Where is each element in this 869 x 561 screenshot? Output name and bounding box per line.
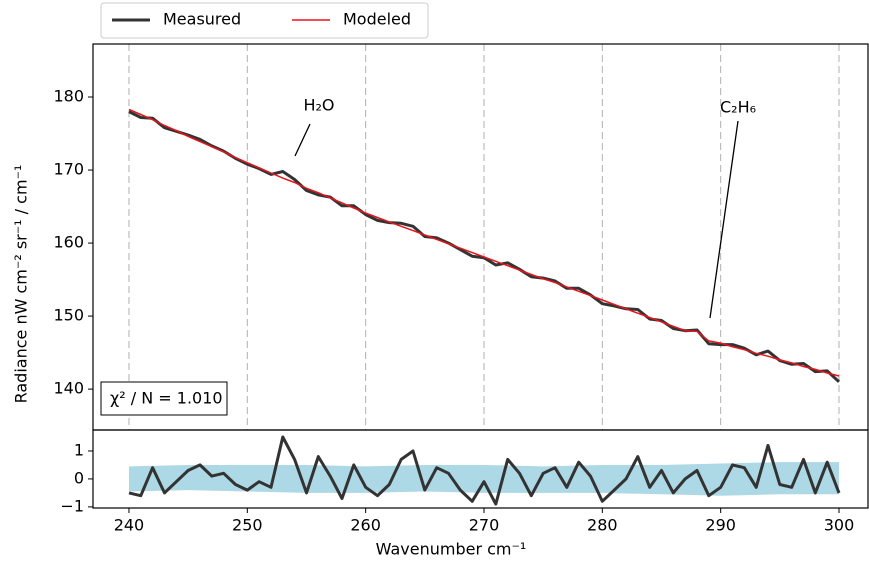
annotation-line bbox=[709, 120, 739, 319]
y-tick-label: 150 bbox=[53, 306, 84, 325]
x-tick-label: 280 bbox=[587, 516, 618, 535]
legend-label: Measured bbox=[163, 10, 241, 29]
y-tick-label: 0 bbox=[74, 468, 84, 487]
x-tick-label: 240 bbox=[114, 516, 145, 535]
data-line bbox=[128, 435, 841, 506]
y-tick-label: 170 bbox=[53, 160, 84, 179]
fit-label: χ² / N = 1.010 bbox=[110, 389, 223, 408]
annotation: H₂O bbox=[303, 96, 334, 115]
annotation: C₂H₆ bbox=[720, 98, 756, 117]
y-tick-label: 140 bbox=[53, 379, 84, 398]
x-axis-label: Wavenumber cm⁻¹ bbox=[376, 540, 527, 559]
x-tick-label: 270 bbox=[469, 516, 500, 535]
fit-box bbox=[100, 381, 228, 416]
annotation-line bbox=[294, 123, 311, 157]
legend-box bbox=[100, 2, 429, 39]
x-tick-label: 250 bbox=[232, 516, 263, 535]
y-tick-label: −1 bbox=[60, 496, 84, 515]
y-tick-label: 1 bbox=[74, 440, 84, 459]
x-tick-label: 290 bbox=[705, 516, 736, 535]
plot-frame bbox=[92, 429, 869, 509]
x-tick-label: 260 bbox=[350, 516, 381, 535]
x-tick-label: 300 bbox=[824, 516, 855, 535]
y-tick-label: 160 bbox=[53, 233, 84, 252]
legend-label: Modeled bbox=[343, 10, 411, 29]
y-axis-label: Radiance nW cm⁻² sr⁻¹ / cm⁻¹ bbox=[12, 165, 31, 404]
data-line bbox=[128, 108, 840, 377]
y-tick-label: 180 bbox=[53, 87, 84, 106]
